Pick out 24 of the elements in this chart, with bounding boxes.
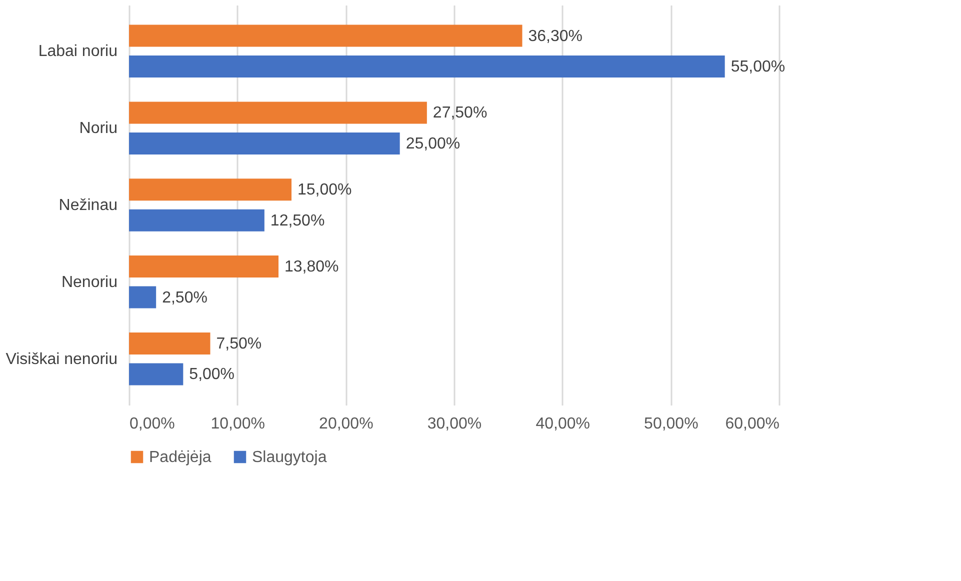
legend-label: Padėjėja [149,449,212,466]
x-tick-label: 20,00% [319,416,374,432]
data-label: 2,50% [162,289,208,306]
y-tick-label: Noriu [79,120,118,138]
data-label: 27,50% [432,104,488,122]
data-label: 15,00% [298,182,352,199]
y-tick-label: Nežinau [58,197,118,214]
x-tick-label: 60,00% [725,416,780,432]
data-label: 36,30% [528,28,583,45]
y-tick-label: Visiškai nenoriu [6,350,118,368]
data-label: 12,50% [270,212,325,230]
x-tick-label: 0,00% [130,416,175,432]
data-label: 5,00% [189,366,235,384]
x-tick-label: 40,00% [536,416,590,432]
y-tick-label: Labai noriu [38,43,118,60]
data-label: 13,80% [284,258,339,276]
data-label: 7,50% [216,335,262,352]
x-tick-label: 50,00% [644,416,698,432]
data-label: 55,00% [730,58,786,76]
x-tick-label: 30,00% [427,416,482,432]
y-tick-label: Nenoriu [61,274,118,291]
legend-label: Slaugytoja [252,449,327,466]
data-label: 25,00% [406,135,460,152]
x-tick-label: 10,00% [210,416,265,432]
